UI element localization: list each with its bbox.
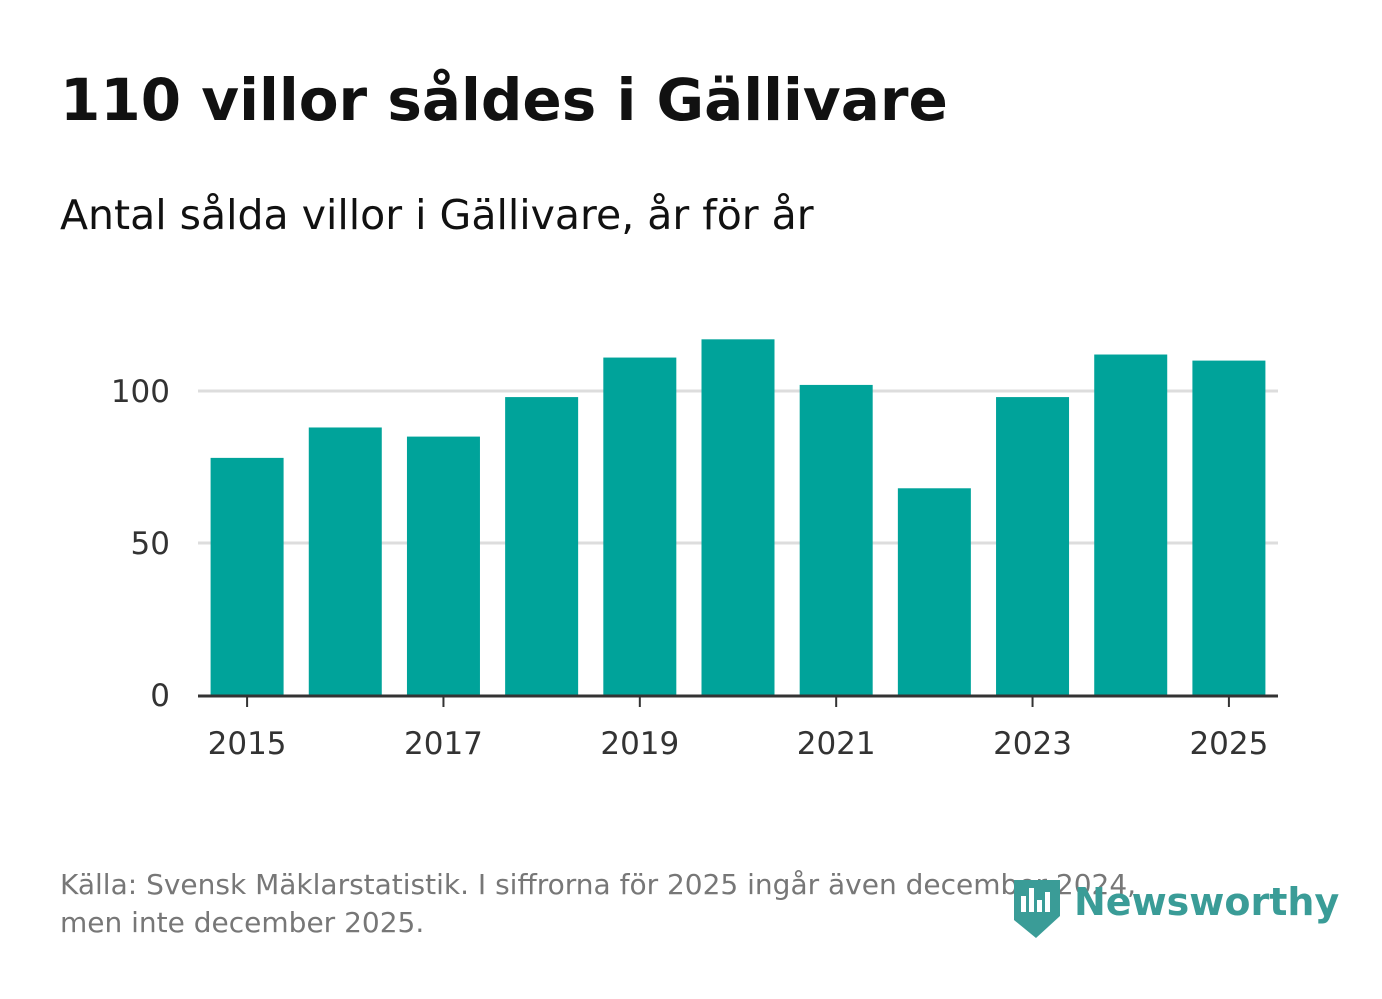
bar-2023 [996, 397, 1070, 695]
newsworthy-logo-icon [1014, 880, 1060, 938]
x-tick-label: 2015 [208, 726, 287, 762]
source-line-2: men inte december 2025. [60, 906, 425, 939]
y-tick-label: 0 [150, 678, 170, 714]
newsworthy-logo-text: Newsworthy [1074, 880, 1340, 924]
bar-2022 [897, 488, 971, 695]
x-tick-label: 2021 [797, 726, 876, 762]
y-tick-label: 100 [111, 374, 170, 410]
bars [210, 339, 1266, 695]
source-line-1: Källa: Svensk Mäklarstatistik. I siffror… [60, 868, 1137, 901]
bar-2017 [406, 436, 480, 695]
bar-2019 [603, 357, 677, 695]
x-tick-label: 2025 [1189, 726, 1268, 762]
bar-2020 [701, 339, 775, 695]
chart-title: 110 villor såldes i Gällivare [60, 66, 948, 134]
chart-subtitle: Antal sålda villor i Gällivare, år för å… [60, 191, 814, 239]
y-tick-label: 50 [131, 526, 170, 562]
x-tick-label: 2019 [600, 726, 679, 762]
bar-2018 [505, 397, 579, 695]
x-tick-label: 2017 [404, 726, 483, 762]
newsworthy-logo: Newsworthy [1012, 876, 1339, 938]
bar-2015 [210, 457, 284, 695]
source-note: Källa: Svensk Mäklarstatistik. I siffror… [60, 866, 1260, 942]
bar-2025 [1192, 360, 1266, 695]
bar-2024 [1094, 354, 1168, 695]
axes: 0 50 100 2015 2017 2019 2021 2023 2025 [111, 374, 1278, 762]
x-tick-label: 2023 [993, 726, 1072, 762]
bar-2021 [799, 384, 873, 695]
bar-2016 [308, 427, 382, 695]
